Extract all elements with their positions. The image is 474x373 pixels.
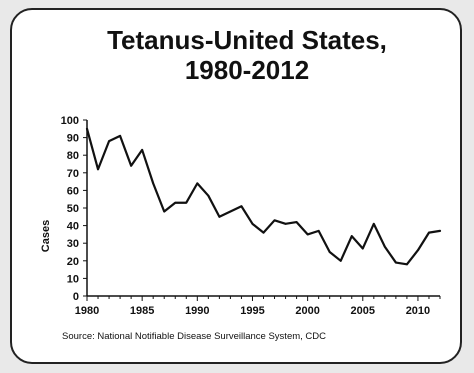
data-point	[86, 128, 88, 130]
x-tick-label: 1985	[130, 305, 154, 317]
data-point	[174, 201, 177, 204]
x-tick-label: 2005	[351, 305, 375, 317]
y-tick-label: 40	[67, 221, 79, 233]
data-point	[119, 135, 121, 137]
data-point	[439, 230, 441, 232]
y-tick-label: 10	[67, 273, 79, 285]
data-point	[350, 235, 353, 237]
y-tick-label: 90	[67, 133, 79, 145]
data-point	[185, 201, 188, 204]
x-tick-label: 1980	[75, 305, 99, 317]
series-layer	[85, 127, 442, 266]
data-point	[97, 168, 99, 171]
y-axis-label: Cases	[40, 220, 52, 252]
data-point	[284, 223, 287, 225]
data-point	[273, 219, 276, 222]
data-point	[306, 233, 309, 236]
y-tick-label: 70	[67, 168, 79, 180]
data-point	[295, 221, 298, 223]
x-tick-label: 1990	[185, 305, 209, 317]
data-point	[141, 149, 143, 151]
data-point	[373, 223, 375, 225]
data-point	[361, 247, 364, 250]
y-tick-label: 50	[67, 203, 79, 215]
source-note: Source: National Notifiable Disease Surv…	[62, 331, 327, 342]
data-point	[339, 260, 342, 262]
data-point	[218, 216, 221, 218]
data-point	[428, 231, 430, 234]
data-point	[328, 251, 331, 253]
y-tick-label: 20	[67, 256, 79, 268]
data-point	[417, 249, 419, 252]
chart-title-line-2: 1980-2012	[184, 55, 310, 85]
series-line-0	[85, 127, 442, 266]
x-tick-label: 2010	[406, 305, 430, 317]
data-point	[130, 164, 132, 167]
axes	[86, 120, 440, 297]
data-point	[108, 140, 110, 142]
chart-card	[10, 8, 462, 364]
tick-layer: 0 10 20 30 40 50 60 70 80 90 100 1980 1985 1990 1995 20…	[61, 115, 441, 317]
data-point	[163, 210, 166, 213]
data-point	[207, 194, 210, 197]
data-point	[317, 230, 320, 232]
x-tick-label: 2000	[295, 305, 319, 317]
y-tick-label: 100	[61, 115, 79, 127]
chart-title-line-1: Tetanus-United States,	[107, 25, 387, 55]
data-point	[406, 263, 408, 266]
y-tick-label: 30	[67, 238, 79, 250]
y-tick-label: 80	[67, 150, 79, 162]
data-point	[229, 210, 232, 213]
chart-title: Tetanus-United States, 1980-2012	[10, 25, 474, 85]
y-tick-label: 0	[73, 291, 79, 303]
data-point	[395, 261, 397, 264]
y-tick-label: 60	[67, 185, 79, 197]
data-point	[251, 223, 254, 225]
data-point	[196, 182, 199, 185]
data-point	[262, 231, 265, 234]
data-point	[152, 182, 154, 185]
x-tick-label: 1995	[240, 305, 264, 317]
data-point	[384, 245, 386, 248]
data-point	[240, 205, 243, 208]
